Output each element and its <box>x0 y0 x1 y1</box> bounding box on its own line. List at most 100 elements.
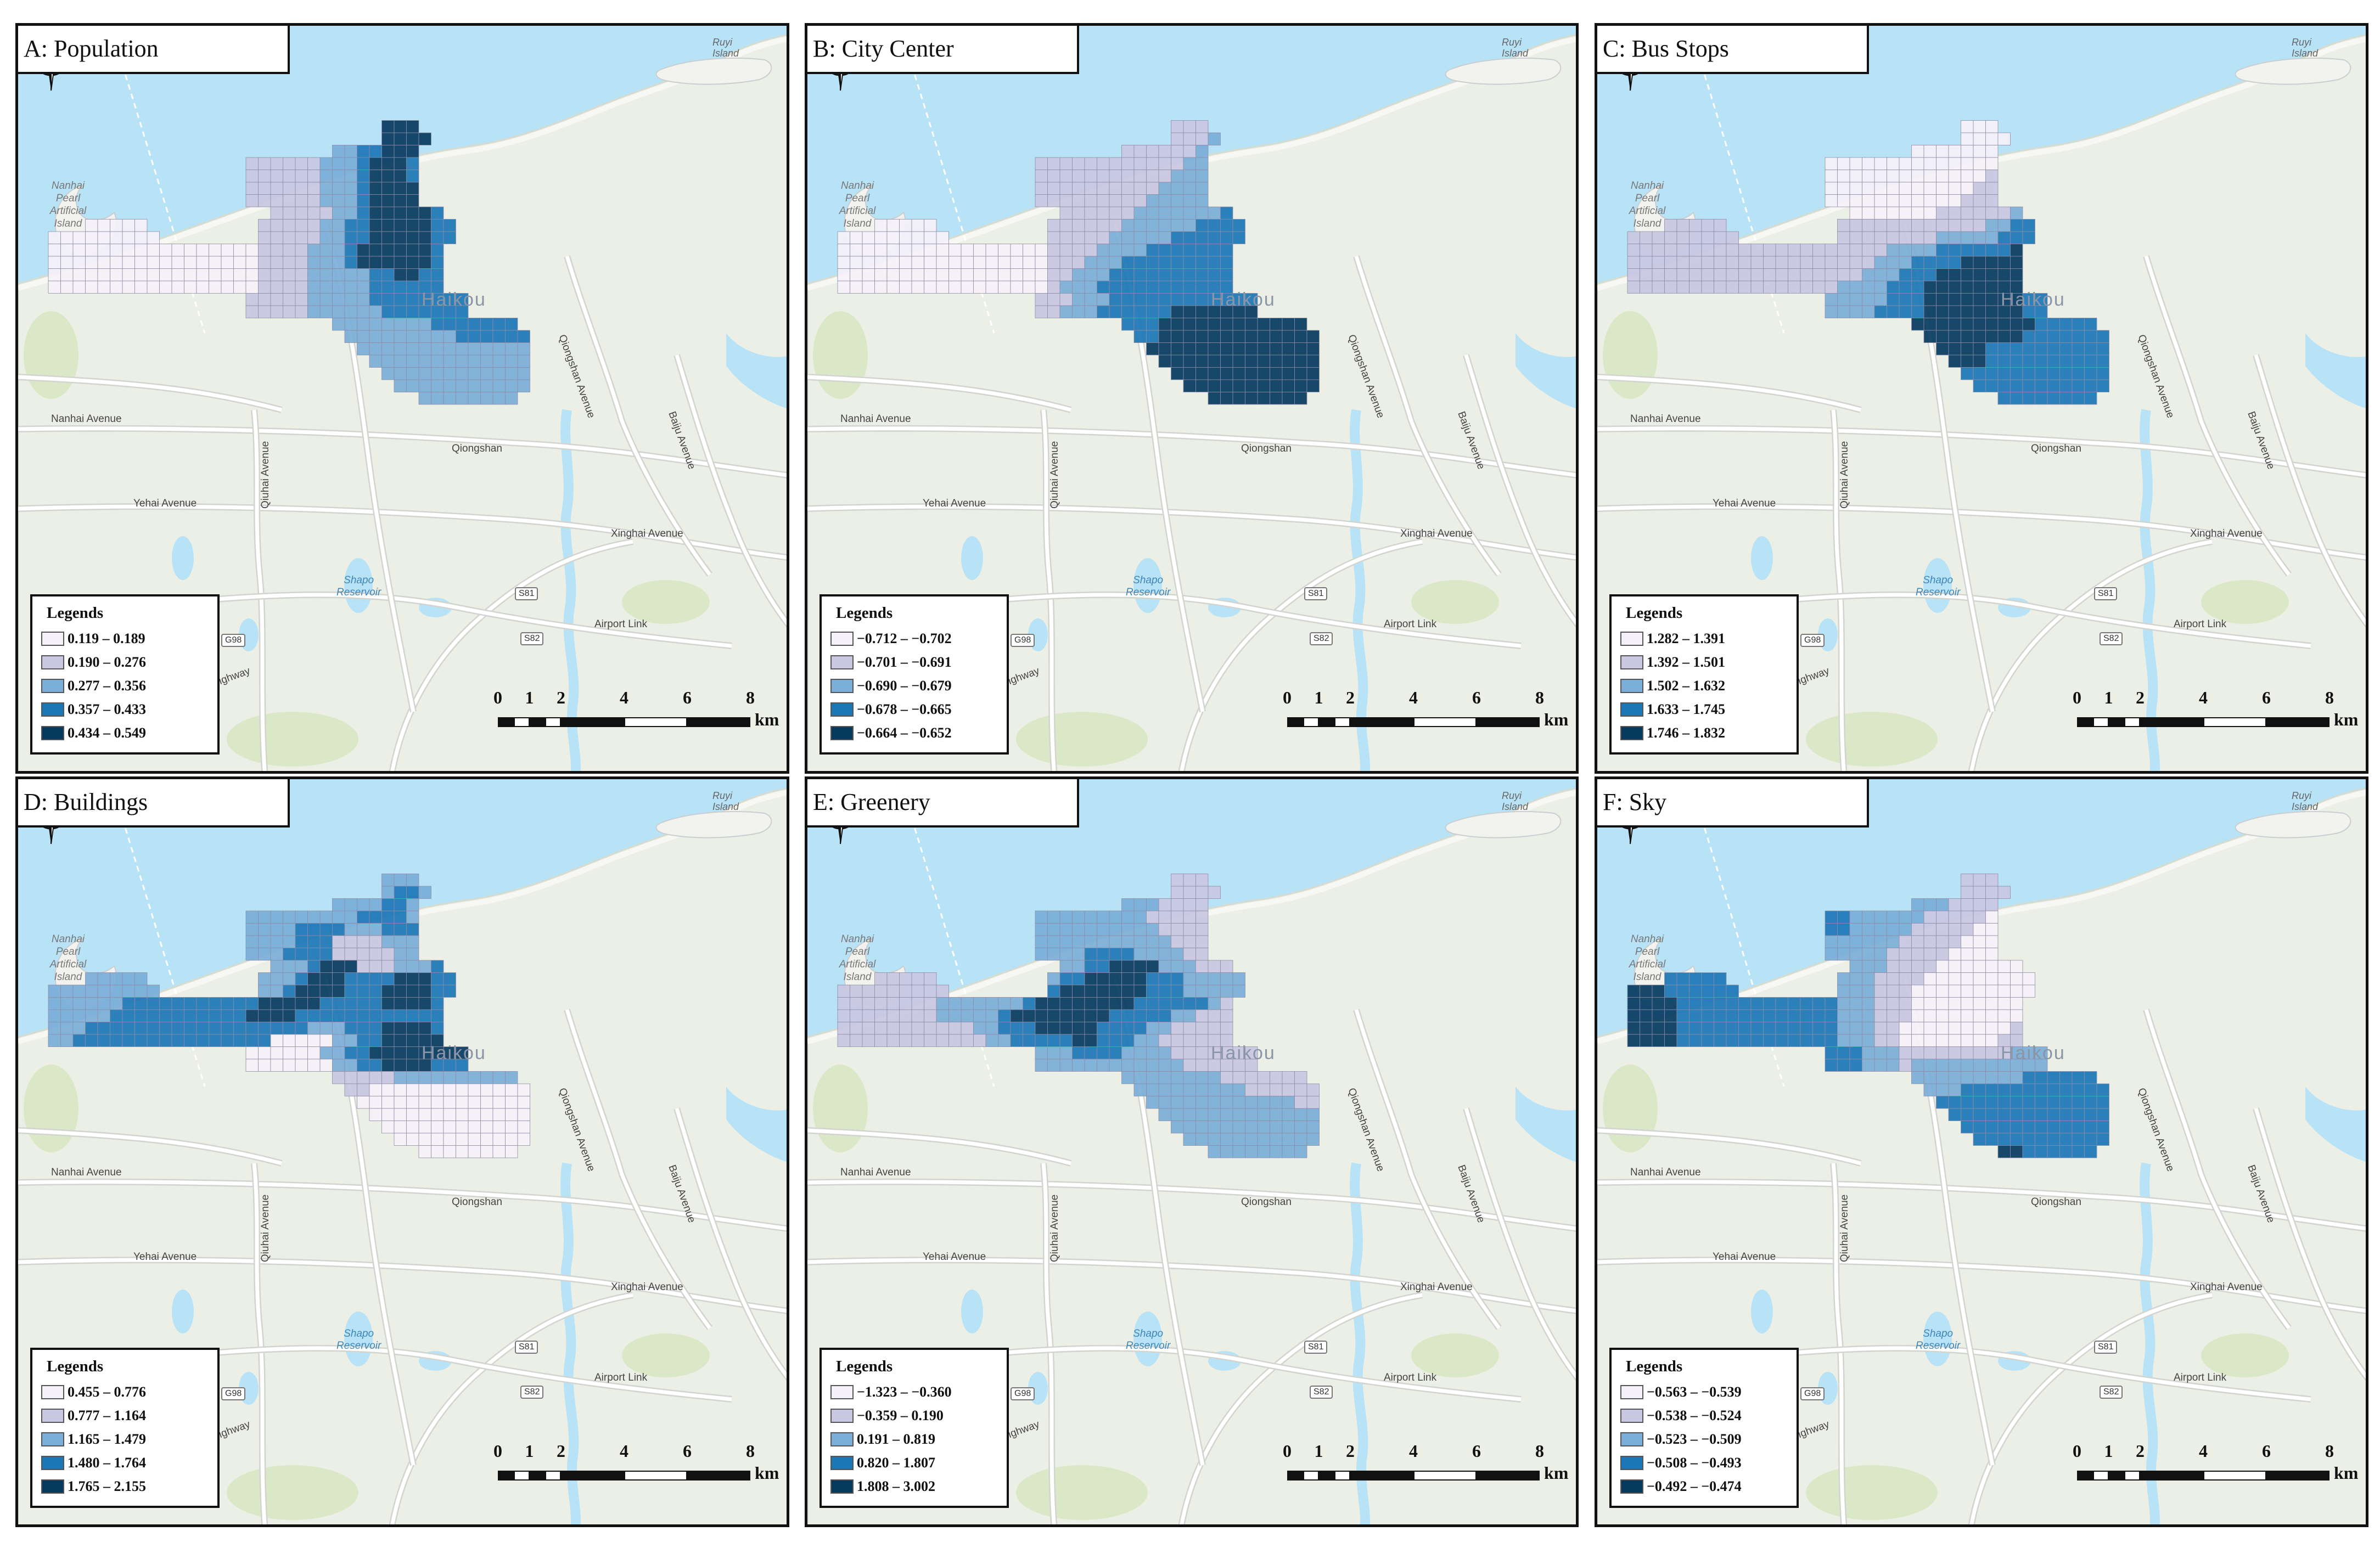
grid-cell <box>2096 354 2109 368</box>
grid-cell <box>1059 960 1073 973</box>
ruyi-label-line: Island <box>2292 801 2319 812</box>
grid-cell <box>1936 182 1949 195</box>
grid-cell <box>2059 330 2073 343</box>
grid-cell <box>1121 244 1135 257</box>
grid-cell <box>344 1046 357 1060</box>
grid-cell <box>381 898 395 911</box>
grid-cell <box>1306 354 1320 368</box>
grid-cell <box>1948 972 1961 986</box>
scale-bar: 0 1 2 4 6 8 km <box>493 688 779 753</box>
grid-cell <box>394 194 407 207</box>
legend-range: −0.701 – −0.691 <box>857 654 952 670</box>
grid-cell <box>480 330 493 343</box>
grid-cell <box>270 206 283 219</box>
grid-cell <box>1936 1083 1949 1096</box>
grid-cell <box>1171 910 1184 924</box>
grid-cell <box>837 231 850 244</box>
grid-cell <box>431 1022 444 1035</box>
ruyi-island <box>655 58 772 85</box>
grid-cell <box>1973 132 1986 145</box>
grid-cell <box>1652 984 1665 998</box>
grid-cell <box>1208 1022 1221 1035</box>
grid-cell <box>1837 1034 1850 1047</box>
grid-cell <box>418 1009 431 1022</box>
grid-cell <box>406 1009 419 1022</box>
grid-cell <box>270 923 283 936</box>
island-label: Nanhai Pearl Artificial Island <box>1623 933 1672 983</box>
grid-cell <box>1245 1145 1258 1158</box>
grid-cell <box>332 960 345 973</box>
grid-cell <box>97 280 110 294</box>
grid-cell <box>1220 1133 1233 1146</box>
grid-cell <box>1072 293 1085 306</box>
grid-cell <box>1146 342 1159 356</box>
grid-cell <box>973 1022 986 1035</box>
grid-cell <box>936 280 949 294</box>
road-label: Nanhai Avenue <box>51 413 122 425</box>
grid-cell <box>1183 997 1196 1010</box>
scale-segment <box>1303 717 1319 727</box>
grid-cell <box>2022 1121 2035 1134</box>
basemap <box>1597 34 2366 771</box>
grid-cell <box>1714 219 1727 232</box>
grid-cell <box>332 157 345 170</box>
grid-cell <box>456 1145 469 1158</box>
grid-cell <box>1689 268 1702 282</box>
grid-cell <box>147 280 160 294</box>
grid-cell <box>1183 1059 1196 1072</box>
reservoir-label-line: Reservoir <box>336 1340 381 1352</box>
grid-cell <box>221 997 234 1010</box>
grid-cell <box>1923 157 1936 170</box>
grid-cell <box>431 379 444 392</box>
grid-cell <box>1923 268 1936 282</box>
road-label: Xinghai Avenue <box>611 1281 683 1293</box>
grid-cell <box>1652 1022 1665 1035</box>
grid-cell <box>394 874 407 887</box>
grid-cell <box>1849 1034 1862 1047</box>
grid-cell <box>134 984 148 998</box>
grid-cell <box>1985 157 1999 170</box>
grid-cell <box>1936 1059 1949 1072</box>
grid-cell <box>1800 1034 1813 1047</box>
grid-cell <box>1245 1133 1258 1146</box>
grid-cell <box>1738 1009 1752 1022</box>
grid-cell <box>1121 960 1135 973</box>
grid-cell <box>258 1009 271 1022</box>
grid-cell <box>344 182 357 195</box>
grid-cell <box>1072 182 1085 195</box>
grid-cell <box>357 318 370 331</box>
grid-cell <box>899 244 912 257</box>
grid-cell <box>505 318 518 331</box>
grid-cell <box>307 960 321 973</box>
grid-cell <box>134 1034 148 1047</box>
grid-cell <box>850 231 863 244</box>
island-label-line: Pearl <box>55 946 81 958</box>
grid-cell <box>1084 256 1097 269</box>
grid-cell <box>1097 256 1110 269</box>
grid-cell <box>1985 280 1999 294</box>
grid-cell <box>1133 935 1147 948</box>
grid-cell <box>1862 1059 1875 1072</box>
grid-cell <box>295 1034 308 1047</box>
grid-cell <box>1874 960 1887 973</box>
grid-cell <box>406 219 419 232</box>
grid-cell <box>1948 1009 1961 1022</box>
grid-cell <box>456 1083 469 1096</box>
grid-cell <box>1961 972 1974 986</box>
reservoir-label: Shapo Reservoir <box>1916 1328 1960 1352</box>
grid-cell <box>1812 997 1826 1010</box>
grid-cell <box>307 157 321 170</box>
grid-cell <box>1750 256 1764 269</box>
map-panel-f: Nanhai Pearl Artificial Island Ruyi Island Hai… <box>1595 776 2368 1527</box>
grid-cell <box>258 1059 271 1072</box>
grid-cell <box>270 293 283 306</box>
grid-cell <box>2035 1145 2048 1158</box>
grid-cell <box>1183 972 1196 986</box>
grid-cell <box>1171 194 1184 207</box>
grid-cell <box>1973 1083 1986 1096</box>
legend-title: Legends <box>836 1358 893 1375</box>
grid-cell <box>1750 268 1764 282</box>
grid-cell <box>1171 157 1184 170</box>
map-panel-b: Nanhai Pearl Artificial Island Ruyi Island Hai… <box>805 23 1579 774</box>
grid-cell <box>357 898 370 911</box>
